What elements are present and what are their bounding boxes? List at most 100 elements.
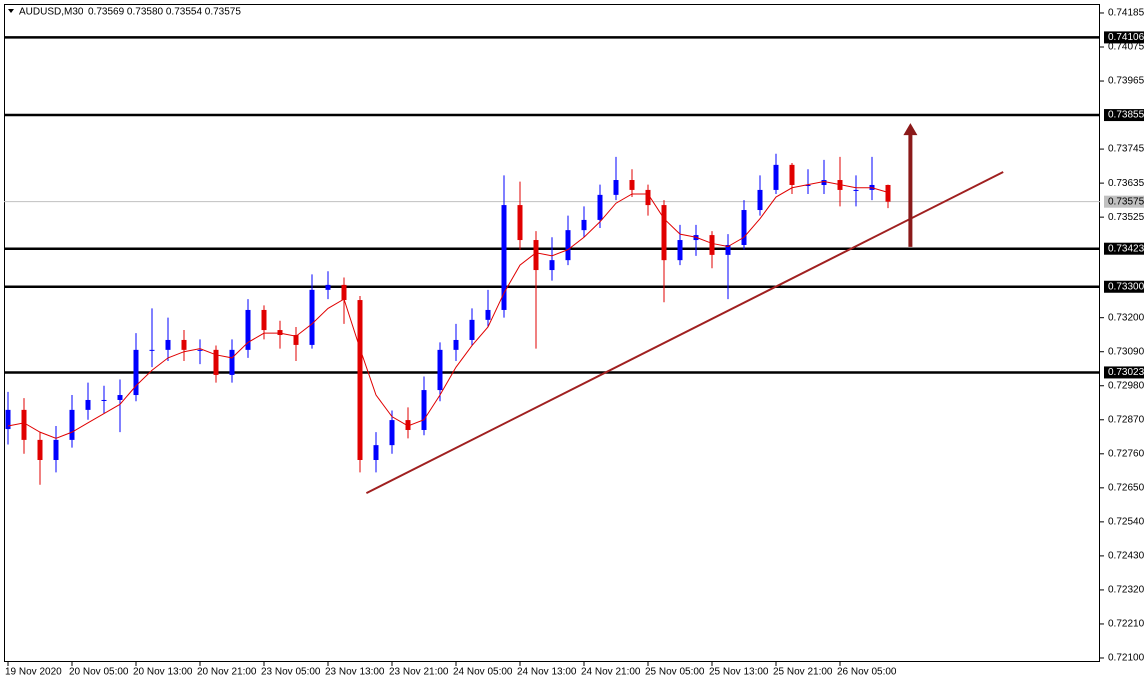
- candle-body: [85, 399, 91, 410]
- candle-body: [261, 309, 267, 331]
- candle-body: [133, 349, 139, 396]
- symbol: AUDUSD,M30: [19, 7, 84, 18]
- candle-body: [101, 399, 107, 401]
- candle-body: [341, 284, 347, 301]
- candle-body: [613, 180, 619, 195]
- y-tick-label: 0.74075: [1108, 42, 1144, 53]
- y-tick-label: 0.72650: [1108, 482, 1144, 493]
- candle-body: [197, 349, 203, 351]
- y-tick-label: 0.72210: [1108, 619, 1144, 630]
- candle-body: [469, 319, 475, 340]
- x-tick-label: 20 Nov 13:00: [133, 667, 193, 678]
- y-tick-label: 0.73745: [1108, 144, 1144, 155]
- x-tick-label: 25 Nov 13:00: [709, 667, 769, 678]
- x-tick-label: 24 Nov 13:00: [517, 667, 577, 678]
- level-label-box: [1104, 109, 1144, 122]
- x-tick-label: 20 Nov 05:00: [69, 667, 129, 678]
- candle-body: [709, 235, 715, 255]
- candle-body: [517, 205, 523, 241]
- candle-body: [5, 409, 11, 430]
- menu-triangle[interactable]: [8, 9, 14, 13]
- current-price-box: [1104, 195, 1144, 208]
- candle-body: [773, 164, 779, 190]
- y-tick-label: 0.72760: [1108, 448, 1144, 459]
- x-tick-label: 23 Nov 21:00: [389, 667, 449, 678]
- candle-body: [373, 445, 379, 460]
- x-tick-label: 25 Nov 21:00: [773, 667, 833, 678]
- y-tick-label: 0.73635: [1108, 178, 1144, 189]
- candle-body: [245, 309, 251, 350]
- candle-body: [453, 339, 459, 350]
- candle-body: [789, 164, 795, 185]
- candle-body: [805, 184, 811, 186]
- y-tick-label: 0.73525: [1108, 212, 1144, 223]
- candle-body: [565, 230, 571, 261]
- candle-body: [293, 335, 299, 345]
- candle-body: [389, 420, 395, 446]
- candle-body: [149, 349, 155, 351]
- candle-body: [181, 339, 187, 350]
- x-tick-label: 25 Nov 05:00: [645, 667, 705, 678]
- candle-body: [597, 194, 603, 220]
- x-tick-label: 23 Nov 05:00: [261, 667, 321, 678]
- candle-body: [549, 260, 555, 271]
- candle-body: [421, 390, 427, 430]
- candle-body: [821, 180, 827, 185]
- y-tick-label: 0.72430: [1108, 551, 1144, 562]
- x-tick-label: 24 Nov 05:00: [453, 667, 513, 678]
- level-label-box: [1104, 280, 1144, 293]
- x-tick-label: 26 Nov 05:00: [837, 667, 897, 678]
- candle-body: [21, 409, 27, 440]
- candle-body: [629, 180, 635, 190]
- candle-body: [277, 330, 283, 336]
- candle-body: [213, 349, 219, 375]
- level-label-box: [1104, 242, 1144, 255]
- level-label-box: [1104, 366, 1144, 379]
- x-tick-label: 20 Nov 21:00: [197, 667, 257, 678]
- level-label: 0.73300: [1108, 281, 1144, 292]
- arrow-head: [903, 123, 918, 136]
- x-tick-label: 24 Nov 21:00: [581, 667, 641, 678]
- candle-body: [533, 240, 539, 271]
- candle-body: [581, 219, 587, 231]
- y-tick-label: 0.73965: [1108, 76, 1144, 87]
- candle-body: [645, 189, 651, 206]
- candle-body: [757, 189, 763, 211]
- y-tick-label: 0.72870: [1108, 414, 1144, 425]
- candle-body: [677, 240, 683, 261]
- candle-body: [437, 349, 443, 391]
- level-label-box: [1104, 31, 1144, 44]
- candle-body: [309, 289, 315, 345]
- level-label: 0.73023: [1108, 367, 1144, 378]
- candle-body: [357, 300, 363, 460]
- level-label: 0.74106: [1108, 32, 1144, 43]
- candle-body: [69, 409, 75, 440]
- plot-frame: [4, 4, 1100, 662]
- y-tick-label: 0.73200: [1108, 312, 1144, 323]
- level-label: 0.73423: [1108, 243, 1144, 254]
- quote: 0.73569 0.73580 0.73554 0.73575: [88, 7, 241, 18]
- trendline: [365, 171, 1004, 494]
- candle-body: [853, 189, 859, 191]
- candle-body: [37, 439, 43, 460]
- candle-body: [325, 284, 331, 290]
- candle-body: [53, 439, 59, 460]
- y-tick-label: 0.74185: [1108, 8, 1144, 19]
- y-tick-label: 0.73090: [1108, 346, 1144, 357]
- y-tick-label: 0.72100: [1108, 653, 1144, 664]
- current-price-label: 0.73575: [1108, 196, 1144, 207]
- y-tick-label: 0.72980: [1108, 380, 1144, 391]
- x-tick-label: 23 Nov 13:00: [325, 667, 385, 678]
- candle-body: [117, 395, 123, 400]
- candle-body: [485, 309, 491, 320]
- x-tick-label: 19 Nov 2020: [5, 667, 62, 678]
- candle-body: [165, 339, 171, 350]
- y-tick-label: 0.72540: [1108, 517, 1144, 528]
- y-tick-label: 0.72320: [1108, 585, 1144, 596]
- candle-body: [405, 420, 411, 430]
- candle-body: [229, 349, 235, 375]
- moving-average: [7, 181, 889, 439]
